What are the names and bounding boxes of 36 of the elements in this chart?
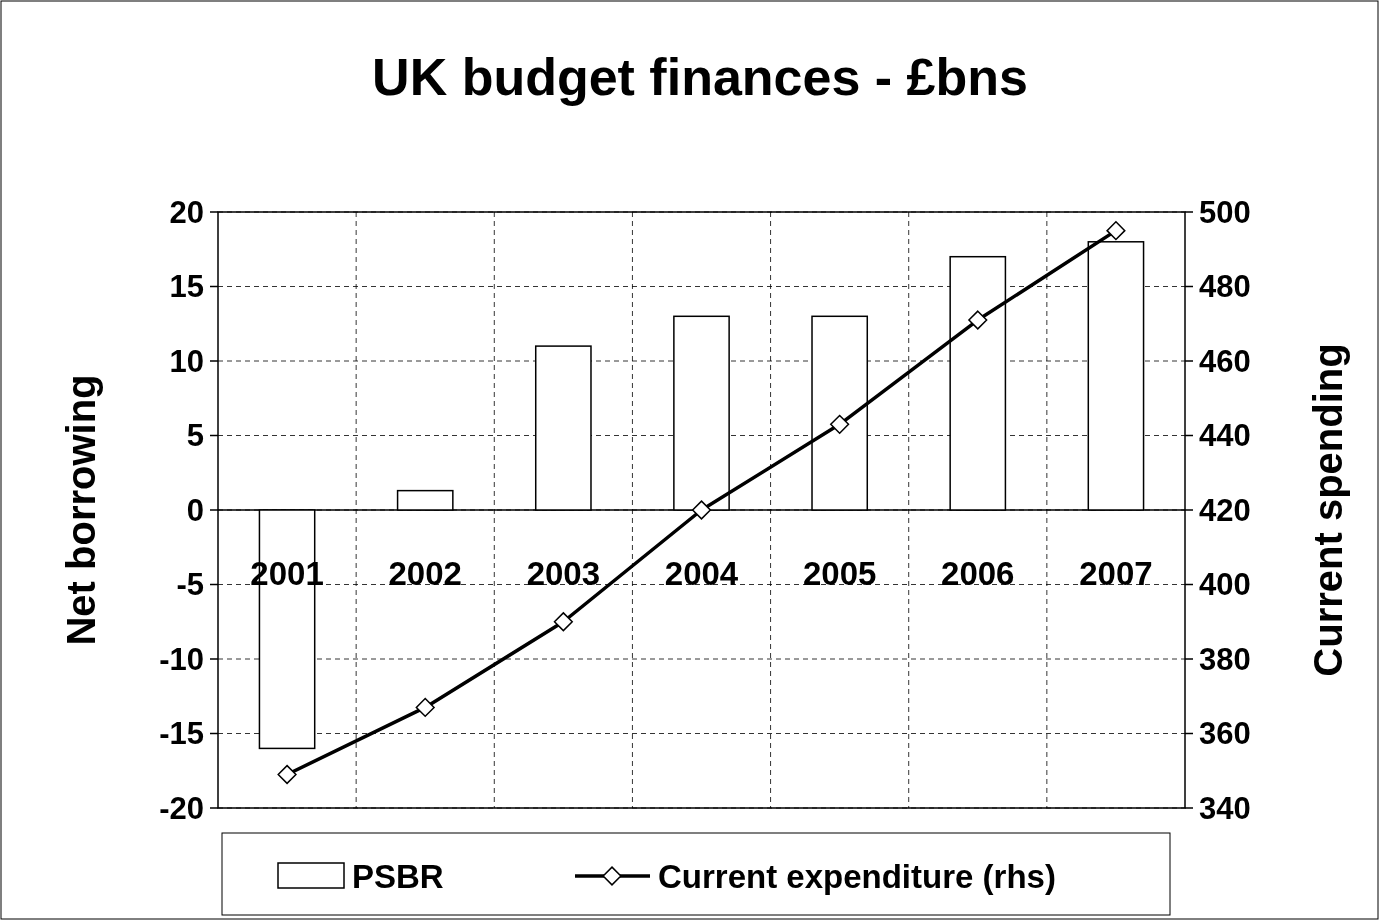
y2-tick-label: 360 [1199,716,1251,752]
point [415,697,435,718]
point [277,764,297,785]
x-tick-label: 2004 [664,555,739,592]
y-tick-label: 15 [169,269,204,305]
y-tick-label: 10 [169,343,204,379]
y2-axis-title: Current spending [1306,343,1350,677]
legend-label: PSBR [352,857,444,895]
y-tick-label: -10 [159,641,204,677]
y2-tick-label: 420 [1199,492,1251,528]
y2-tick-label: 440 [1199,418,1251,454]
y2-tick-label: 460 [1199,343,1251,379]
y2-tick-label: 380 [1199,641,1251,677]
y-tick-label: 20 [169,194,204,230]
x-tick-label: 2002 [388,555,462,592]
y2-tick-label: 480 [1199,269,1251,305]
x-tick-label: 2006 [941,555,1015,592]
y2-tick-label: 400 [1199,567,1251,603]
point [691,500,712,520]
point [553,612,573,632]
y2-tick-label: 500 [1199,194,1251,230]
y-tick-label: -5 [176,567,204,603]
x-tick-label: 2007 [1079,555,1153,592]
chart-title: UK budget finances - £bns [372,48,1028,106]
x-tick-label: 2003 [526,555,601,592]
y2-tick-label: 340 [1199,790,1251,826]
x-tick-label: 2005 [802,555,877,592]
point [830,414,850,434]
legend-label: Current expenditure (rhs) [658,857,1056,895]
point [1106,221,1126,241]
y-tick-label: 5 [186,418,204,454]
y-tick-label: -20 [159,790,204,826]
y-tick-label: -15 [159,716,204,752]
y-tick-label: 0 [186,492,204,528]
y-axis-title: Net borrowing [59,374,103,646]
point [968,310,988,330]
